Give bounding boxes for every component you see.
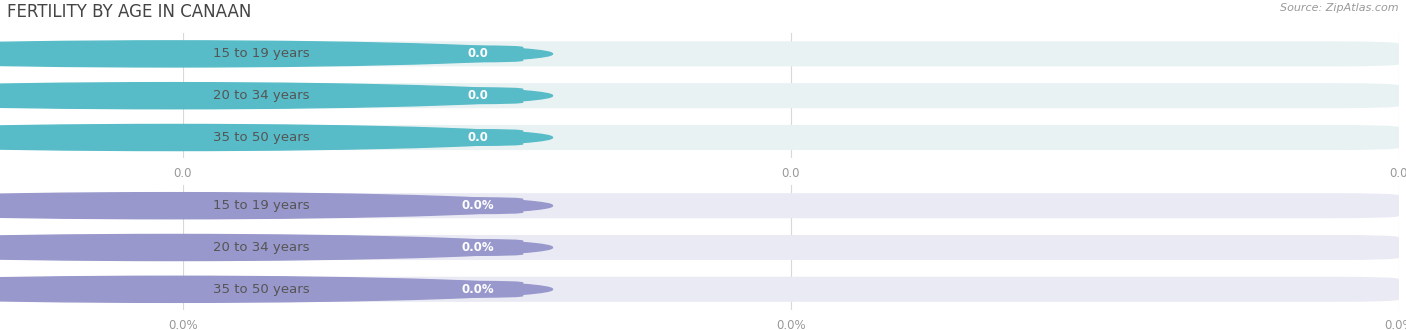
- Text: FERTILITY BY AGE IN CANAAN: FERTILITY BY AGE IN CANAAN: [7, 3, 252, 21]
- Circle shape: [0, 234, 553, 261]
- Text: Source: ZipAtlas.com: Source: ZipAtlas.com: [1281, 3, 1399, 13]
- Text: 0.0: 0.0: [467, 131, 488, 144]
- FancyBboxPatch shape: [183, 193, 1399, 218]
- Circle shape: [0, 276, 553, 302]
- FancyBboxPatch shape: [183, 235, 1399, 260]
- Text: 20 to 34 years: 20 to 34 years: [214, 89, 309, 102]
- Text: 35 to 50 years: 35 to 50 years: [214, 131, 309, 144]
- Text: 15 to 19 years: 15 to 19 years: [214, 199, 309, 212]
- Circle shape: [0, 82, 553, 109]
- Circle shape: [0, 193, 553, 219]
- Text: 0.0%: 0.0%: [461, 199, 494, 212]
- Text: 0.0: 0.0: [467, 48, 488, 60]
- Text: 20 to 34 years: 20 to 34 years: [214, 241, 309, 254]
- FancyBboxPatch shape: [183, 41, 1399, 66]
- Text: 0.0%: 0.0%: [461, 241, 494, 254]
- FancyBboxPatch shape: [432, 87, 523, 104]
- Text: 15 to 19 years: 15 to 19 years: [214, 48, 309, 60]
- Text: 0.0%: 0.0%: [461, 283, 494, 296]
- FancyBboxPatch shape: [432, 239, 523, 256]
- Circle shape: [0, 124, 553, 150]
- FancyBboxPatch shape: [183, 83, 1399, 108]
- Circle shape: [0, 41, 553, 67]
- Text: 0.0: 0.0: [467, 89, 488, 102]
- FancyBboxPatch shape: [432, 45, 523, 62]
- FancyBboxPatch shape: [183, 277, 1399, 302]
- FancyBboxPatch shape: [183, 125, 1399, 150]
- FancyBboxPatch shape: [432, 281, 523, 298]
- FancyBboxPatch shape: [432, 197, 523, 214]
- FancyBboxPatch shape: [432, 129, 523, 146]
- Text: 35 to 50 years: 35 to 50 years: [214, 283, 309, 296]
